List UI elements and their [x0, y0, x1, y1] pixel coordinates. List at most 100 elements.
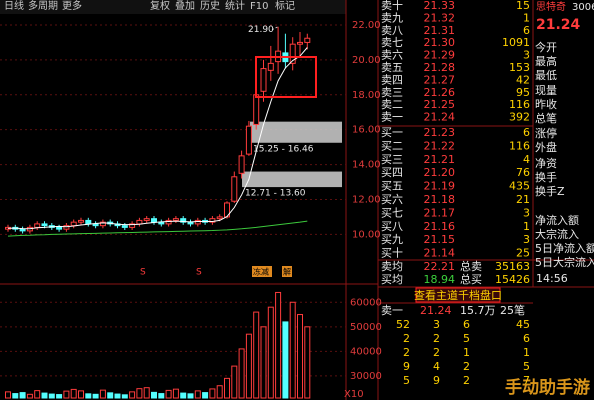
toolbar-button[interactable]: 叠加	[175, 0, 195, 12]
book-price: 21.19	[424, 180, 456, 193]
quote-label: 净流入额	[535, 213, 579, 227]
book-name: 卖四	[381, 73, 403, 86]
y-tick-label: 30000	[350, 371, 382, 382]
y-tick-label: 18.00	[352, 90, 381, 101]
summary-price: 22.21	[424, 260, 456, 273]
volume-bar	[129, 391, 136, 399]
event-icon-label[interactable]: 解	[283, 267, 291, 277]
stock-code: 3006	[572, 2, 594, 13]
volume-bar	[107, 392, 114, 399]
stock-price: 21.24	[536, 17, 581, 33]
candle-body	[151, 218, 157, 223]
depth-cell: 1	[523, 346, 530, 359]
quote-label: 5日净流入额	[535, 241, 594, 255]
quote-label: 最高	[535, 54, 557, 68]
book-volume: 6	[523, 126, 530, 139]
book-price: 21.24	[424, 111, 456, 124]
book-volume: 42	[516, 73, 530, 86]
depth-cell: 5	[463, 332, 470, 345]
candle-body	[245, 125, 252, 155]
candle-body	[187, 221, 194, 225]
book-price: 21.21	[424, 153, 456, 166]
book-name: 卖七	[381, 36, 403, 49]
book-volume: 116	[509, 139, 530, 152]
toolbar-button[interactable]: F10	[250, 1, 268, 12]
book-name: 买三	[381, 153, 403, 166]
depth-cell: 2	[463, 360, 470, 373]
candle-body	[289, 43, 296, 64]
toolbar-tab[interactable]: 多周期	[28, 0, 58, 12]
volume-bar	[34, 390, 41, 399]
candle-body	[209, 218, 216, 223]
depth-cell: 2	[403, 346, 410, 359]
event-icon[interactable]	[282, 266, 292, 277]
toolbar-button[interactable]: 历史	[200, 0, 220, 12]
book-name: 卖五	[381, 61, 403, 74]
signal-marker: S	[140, 268, 146, 278]
toolbar-button[interactable]: 统计	[225, 0, 245, 12]
quote-label: 换手	[535, 170, 557, 184]
candle-body	[143, 218, 150, 221]
candle-body	[172, 218, 179, 221]
depth-cell: 2	[433, 346, 440, 359]
max-pointer	[271, 26, 279, 31]
book-price: 21.27	[424, 73, 456, 86]
candle-body	[238, 155, 245, 174]
book-name: 买七	[381, 206, 403, 219]
volume-bar	[56, 394, 63, 399]
depth-link[interactable]: 查看主道千档盘口	[414, 288, 502, 302]
book-volume: 76	[516, 166, 530, 179]
book-price: 21.30	[424, 36, 456, 49]
volume-bar	[63, 390, 70, 399]
book-volume: 1	[523, 220, 530, 233]
event-icon[interactable]	[252, 266, 272, 277]
volume-bar	[158, 393, 165, 399]
candle-body	[85, 219, 92, 225]
toolbar-button[interactable]: 标记	[275, 0, 295, 12]
book-volume: 95	[516, 86, 530, 99]
candle-body	[99, 221, 106, 227]
signal-marker: S	[196, 268, 202, 278]
volume-bar	[19, 392, 26, 399]
candle-body	[267, 62, 274, 71]
book-volume: 3	[523, 49, 530, 62]
book-name: 买六	[381, 193, 403, 206]
book-price: 21.23	[424, 126, 456, 139]
volume-bar	[121, 394, 128, 399]
volume-bar	[41, 392, 48, 399]
y-tick-label: 40000	[350, 346, 382, 357]
gap-zone-label: 12.71 - 13.60	[245, 189, 306, 199]
volume-bar	[180, 392, 187, 399]
book-price: 21.26	[424, 86, 456, 99]
toolbar-tab[interactable]: 更多	[62, 0, 82, 12]
book-price: 21.33	[424, 0, 456, 12]
toolbar-button[interactable]: 复权	[150, 0, 170, 12]
depth-link-bg[interactable]	[415, 287, 501, 303]
candle-body	[180, 218, 187, 223]
volume-bar	[151, 391, 157, 399]
volume-bar	[238, 348, 245, 399]
volume-bar	[165, 389, 172, 399]
depth-cell: 6	[463, 318, 470, 331]
depth-cell: 6	[523, 332, 530, 345]
volume-bar	[216, 385, 223, 399]
candle-body	[34, 223, 41, 228]
candle-body	[216, 216, 223, 220]
volume-bar	[187, 393, 194, 399]
book-price: 21.28	[424, 61, 456, 74]
event-icon-label[interactable]: 冻减	[253, 267, 269, 277]
candle-body	[304, 37, 311, 43]
toolbar-tab[interactable]: 日线	[4, 0, 24, 12]
book-volume: 1091	[502, 36, 530, 49]
gap-zone-label: 15.25 - 16.46	[253, 144, 314, 154]
quote-label: 外盘	[535, 140, 557, 154]
volume-bar	[136, 388, 143, 399]
book-price: 21.14	[424, 247, 456, 260]
stock-name: 思特奇	[536, 0, 566, 13]
volume-bar	[70, 388, 77, 399]
quote-label: 涨停	[535, 126, 557, 140]
depth-cell: 2	[433, 332, 440, 345]
volume-bar	[275, 291, 282, 399]
book-price: 21.31	[424, 24, 456, 37]
quote-label: 今开	[535, 40, 557, 54]
